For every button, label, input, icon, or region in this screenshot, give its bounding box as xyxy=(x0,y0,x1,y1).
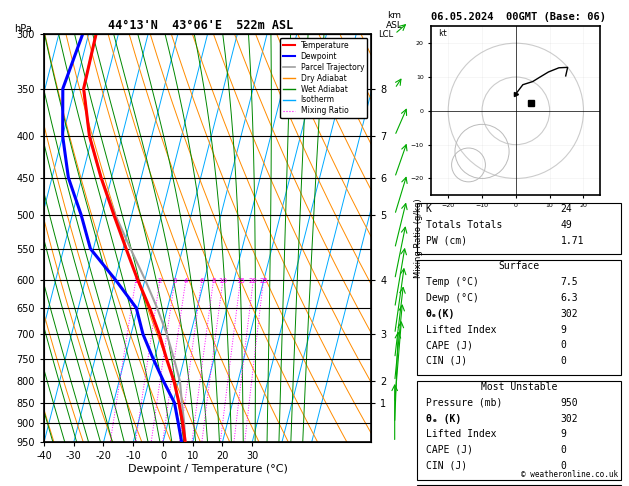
Text: LCL: LCL xyxy=(377,30,392,38)
Text: 0: 0 xyxy=(560,445,566,455)
Text: 6: 6 xyxy=(199,278,204,284)
Text: Mixing Ratio (g/kg): Mixing Ratio (g/kg) xyxy=(414,198,423,278)
Text: PW (cm): PW (cm) xyxy=(426,236,467,245)
Text: Temp (°C): Temp (°C) xyxy=(426,278,479,287)
Text: CIN (J): CIN (J) xyxy=(426,461,467,471)
Text: 302: 302 xyxy=(560,309,578,319)
Bar xyxy=(417,203,621,254)
Text: © weatheronline.co.uk: © weatheronline.co.uk xyxy=(521,470,618,479)
Text: 9: 9 xyxy=(560,429,566,439)
Text: 15: 15 xyxy=(236,278,245,284)
Text: 25: 25 xyxy=(259,278,268,284)
Text: 06.05.2024  00GMT (Base: 06): 06.05.2024 00GMT (Base: 06) xyxy=(431,12,606,22)
Text: 20: 20 xyxy=(249,278,258,284)
Text: 3: 3 xyxy=(172,278,177,284)
Text: hPa: hPa xyxy=(14,24,33,34)
Legend: Temperature, Dewpoint, Parcel Trajectory, Dry Adiabat, Wet Adiabat, Isotherm, Mi: Temperature, Dewpoint, Parcel Trajectory… xyxy=(280,38,367,119)
Text: 302: 302 xyxy=(560,414,578,424)
Text: 950: 950 xyxy=(560,398,578,408)
Text: km
ASL: km ASL xyxy=(386,11,403,30)
Text: Dewp (°C): Dewp (°C) xyxy=(426,293,479,303)
Text: K: K xyxy=(426,205,431,214)
Text: CAPE (J): CAPE (J) xyxy=(426,340,472,350)
Text: 2: 2 xyxy=(158,278,162,284)
X-axis label: Dewpoint / Temperature (°C): Dewpoint / Temperature (°C) xyxy=(128,464,287,474)
Text: 49: 49 xyxy=(560,220,572,230)
Text: CAPE (J): CAPE (J) xyxy=(426,445,472,455)
Text: CIN (J): CIN (J) xyxy=(426,356,467,366)
Text: 10: 10 xyxy=(218,278,228,284)
Text: 0: 0 xyxy=(560,340,566,350)
Text: Surface: Surface xyxy=(498,261,540,271)
Bar xyxy=(417,260,621,375)
Text: Most Unstable: Most Unstable xyxy=(481,382,557,392)
Text: 0: 0 xyxy=(560,356,566,366)
Bar xyxy=(417,381,621,480)
Text: 0: 0 xyxy=(560,461,566,471)
Text: 1.71: 1.71 xyxy=(560,236,584,245)
Text: 8: 8 xyxy=(211,278,216,284)
Text: 1: 1 xyxy=(133,278,138,284)
Text: θₑ(K): θₑ(K) xyxy=(426,309,455,319)
Text: θₑ (K): θₑ (K) xyxy=(426,414,461,424)
Text: Pressure (mb): Pressure (mb) xyxy=(426,398,502,408)
Text: 4: 4 xyxy=(184,278,188,284)
Text: 44°13'N  43°06'E  522m ASL: 44°13'N 43°06'E 522m ASL xyxy=(108,18,294,32)
Text: 9: 9 xyxy=(560,325,566,334)
Text: 7.5: 7.5 xyxy=(560,278,578,287)
Text: Lifted Index: Lifted Index xyxy=(426,325,496,334)
Text: Lifted Index: Lifted Index xyxy=(426,429,496,439)
Text: 6.3: 6.3 xyxy=(560,293,578,303)
Text: kt: kt xyxy=(438,30,447,38)
Text: 24: 24 xyxy=(560,205,572,214)
Text: Totals Totals: Totals Totals xyxy=(426,220,502,230)
